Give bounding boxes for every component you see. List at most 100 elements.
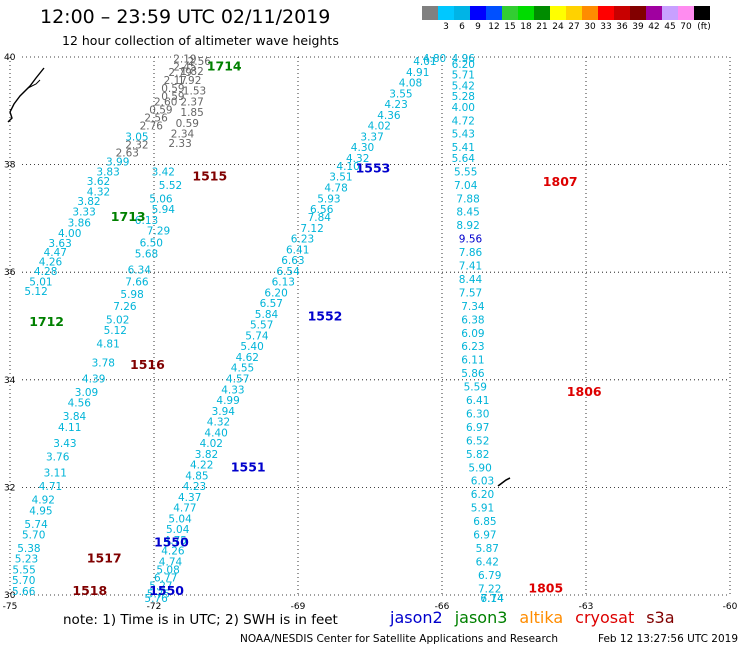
swh-value: 3.82 (77, 196, 100, 208)
swh-value: 6.57 (260, 298, 283, 310)
swh-value: 7.04 (454, 180, 478, 192)
swh-value: 6.30 (466, 408, 489, 420)
longitude-tick-label: -60 (723, 602, 738, 612)
swh-value: 8.92 (456, 220, 479, 232)
swh-value: 5.38 (17, 543, 40, 555)
pass-number-label: 1552 (308, 309, 343, 324)
swh-value: 4.40 (204, 427, 227, 439)
pass-number-label: 1553 (356, 161, 391, 176)
pass-number-label: 1806 (567, 384, 602, 399)
swh-value: 4.92 (32, 495, 55, 507)
swh-value: 2.17 (164, 75, 187, 87)
swh-value: 5.66 (12, 586, 36, 598)
swh-value: 5.76 (144, 593, 168, 605)
color-swatch (438, 6, 454, 20)
swh-value: 2.76 (140, 121, 164, 133)
altimeter-tracks: 2.192.452.792.170.590.592.600.592.562.76… (12, 53, 504, 605)
pass-number-label: 1807 (543, 174, 578, 189)
swh-value: 4.32 (207, 417, 230, 429)
swh-value: 9.56 (459, 234, 483, 246)
swh-value: 4.55 (231, 363, 254, 375)
swh-value: 6.77 (154, 573, 177, 585)
swh-value: 3.76 (46, 452, 70, 464)
swh-value: 7.29 (147, 226, 170, 238)
longitude-tick-label: -66 (435, 602, 450, 612)
latitude-tick-label: 34 (4, 376, 16, 386)
color-swatch (630, 6, 646, 20)
swh-value: 4.01 (413, 56, 436, 68)
latitude-tick-label: 40 (4, 53, 16, 63)
swh-value: 6.85 (473, 516, 496, 528)
color-scale-label: 30 (584, 22, 596, 32)
swh-value: 7.84 (308, 212, 332, 224)
swh-value: 5.98 (120, 289, 143, 301)
swh-value: 5.06 (149, 193, 173, 205)
swh-value: 2.56 (144, 113, 168, 125)
swh-value: 4.62 (236, 352, 259, 364)
swh-value: 5.94 (152, 204, 176, 216)
swh-value: 4.30 (351, 142, 374, 154)
swh-value: 4.75 (164, 535, 187, 547)
swh-value: 5.01 (29, 277, 52, 289)
color-scale-label: 6 (459, 22, 465, 32)
coastline (7, 67, 45, 123)
longitude-tick-label: -63 (579, 602, 594, 612)
swh-value: 4.26 (39, 257, 63, 269)
color-swatch (486, 6, 502, 20)
swh-value: 3.86 (68, 217, 92, 229)
color-swatch (646, 6, 662, 20)
swh-value: 4.32 (346, 153, 369, 165)
swh-value: 6.97 (473, 530, 496, 542)
color-scale-label: 12 (488, 22, 500, 32)
color-swatch (422, 6, 438, 20)
swh-value: 3.55 (389, 88, 412, 100)
swh-value: 5.04 (168, 513, 192, 525)
swh-value: 4.33 (221, 384, 244, 396)
swh-value: 5.02 (106, 314, 129, 326)
latitude-tick-label: 38 (4, 161, 16, 171)
swh-value: 1.82 (180, 66, 203, 78)
color-swatch (614, 6, 630, 20)
swh-value: 4.57 (226, 373, 249, 385)
pass-number-label: 1550 (149, 583, 184, 598)
color-swatch (678, 6, 694, 20)
latitude-tick-label: 30 (4, 591, 16, 601)
swh-value: 4.00 (452, 102, 475, 114)
swh-value: 3.37 (360, 131, 383, 143)
swh-value: 6.11 (461, 355, 484, 367)
swh-value: 7.22 (478, 583, 501, 595)
longitude-tick-label: -72 (147, 602, 162, 612)
color-scale-label: 45 (664, 22, 676, 32)
swh-value: 6.52 (466, 435, 489, 447)
swh-value: 5.74 (245, 330, 269, 342)
swh-value: 3.62 (87, 176, 110, 188)
swh-value: 4.56 (68, 398, 92, 410)
swh-value: 4.91 (406, 67, 429, 79)
track-gap-marker (497, 477, 511, 487)
swh-value: 6.41 (286, 244, 309, 256)
swh-value: 5.28 (452, 91, 475, 103)
swh-value: 5.55 (12, 564, 35, 576)
color-scale-label: 3 (443, 22, 449, 32)
swh-value: 4.11 (58, 422, 81, 434)
swh-value: 5.86 (461, 368, 485, 380)
swh-value: 2.45 (173, 61, 196, 73)
swh-value: 4.02 (368, 121, 391, 133)
swh-value: 5.59 (464, 382, 487, 394)
swh-value: 6.74 (480, 593, 504, 605)
swh-value: 5.84 (255, 309, 279, 321)
color-scale-label: 70 (680, 22, 692, 32)
swh-value: 7.86 (459, 247, 483, 259)
color-swatch (582, 6, 598, 20)
swh-value: 6.56 (310, 204, 334, 216)
color-scale-bar (422, 6, 710, 22)
credit-line: NOAA/NESDIS Center for Satellite Applica… (240, 633, 740, 645)
swh-value: 4.00 (58, 228, 81, 240)
swh-value: 2.79 (168, 67, 191, 79)
swh-value: 4.96 (452, 53, 476, 65)
swh-value: 6.79 (478, 570, 501, 582)
swh-value: 3.84 (63, 411, 87, 423)
swh-value: 6.03 (471, 476, 494, 488)
swh-value: 7.41 (459, 261, 482, 273)
swh-value: 4.85 (185, 470, 208, 482)
